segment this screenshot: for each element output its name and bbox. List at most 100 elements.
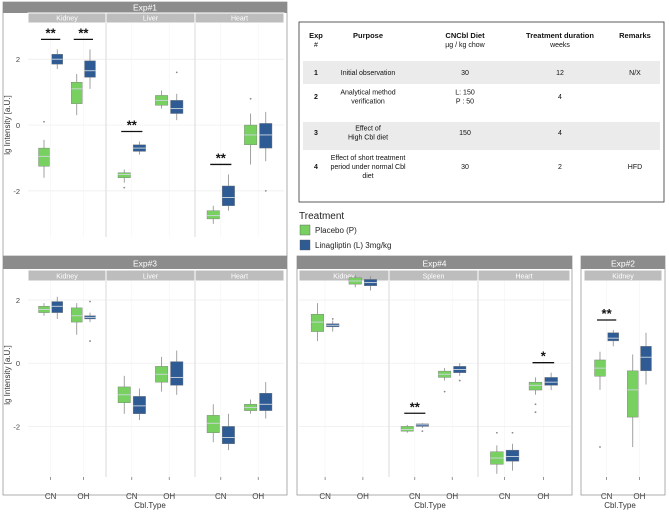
significance-label: ** — [216, 150, 227, 165]
significance-label: ** — [602, 306, 613, 321]
box-cn-linagliptin — [505, 431, 520, 471]
y-tick-label: 0 — [16, 121, 20, 130]
legend-swatch-placebo — [299, 224, 311, 236]
outlier-point — [495, 431, 498, 434]
panel-strip-label: Liver — [143, 16, 159, 23]
box-cn-linagliptin — [221, 413, 235, 451]
legend-label-linagliptin: Linagliptin (L) 3mg/kg — [315, 241, 391, 250]
box-cn-linagliptin — [132, 388, 146, 421]
table-cell: diet — [362, 173, 373, 180]
x-axis-label-exp4: Cbl.Type — [414, 501, 446, 510]
x-tick-label: CN — [45, 492, 57, 501]
chart-title: Exp#4 — [422, 259, 446, 269]
y-tick-label: -2 — [13, 422, 20, 431]
box-oh-placebo — [71, 74, 83, 116]
table-cell: HFD — [628, 164, 642, 171]
x-tick-label: OH — [163, 492, 175, 501]
table-cell: N/X — [629, 70, 641, 77]
table-header-cell: # — [314, 42, 318, 49]
chart-title: Exp#3 — [133, 259, 157, 269]
table-cell: P : 50 — [456, 99, 474, 106]
box-body — [259, 393, 273, 411]
box-oh-linagliptin — [364, 276, 378, 291]
y-tick-label: 2 — [16, 296, 20, 305]
box-oh-placebo — [244, 399, 258, 414]
x-tick-label: CN — [409, 492, 421, 501]
table-row-band-3 — [303, 122, 660, 150]
table-header-cell: µg / kg chow — [445, 42, 485, 49]
outlier-point — [331, 318, 334, 320]
box-oh-linagliptin — [259, 111, 273, 192]
box-body — [528, 381, 543, 391]
box-body — [221, 185, 235, 206]
table-header-cell: Purpose — [353, 31, 383, 40]
chart-exp3: Exp#3 2 0 -2 Kidney CN OH Liver CN OH Heart CN OH — [2, 255, 288, 501]
box-body — [51, 301, 63, 313]
chart-exp4: Exp#4 Kidney CN OH Spleen ** CN OH Heart * CN OH — [296, 255, 573, 501]
box-cn-linagliptin — [221, 174, 235, 211]
table-cell: 2 — [314, 94, 318, 101]
box-cn-linagliptin — [326, 318, 340, 332]
x-tick-label: OH — [537, 492, 549, 501]
box-oh-linagliptin — [259, 382, 273, 419]
panel-strip-label: Kidney — [612, 274, 634, 281]
table-header-cell: Remarks — [619, 31, 651, 40]
outlier-point — [264, 190, 267, 192]
box-cn-linagliptin — [607, 330, 619, 347]
outlier-point — [123, 186, 126, 189]
table-header-cell: Exp — [309, 31, 323, 40]
chart-title-strip — [581, 256, 665, 269]
box-body — [206, 415, 220, 433]
x-tick-label: CN — [601, 492, 613, 501]
table-cell: Effect of — [355, 126, 381, 133]
box-cn-placebo — [38, 303, 50, 316]
outlier-point — [89, 340, 91, 342]
box-oh-placebo — [71, 303, 83, 335]
legend-title: Treatment — [299, 211, 344, 222]
box-cn-placebo — [490, 431, 504, 474]
box-oh-linagliptin — [640, 332, 652, 385]
outlier-point — [534, 411, 537, 414]
outlier-point — [443, 390, 446, 393]
box-cn-placebo — [206, 205, 220, 224]
table-cell: 30 — [461, 70, 469, 77]
panel-strip — [194, 12, 285, 24]
chart-title: Exp#2 — [611, 259, 635, 269]
outlier-point — [534, 403, 537, 406]
x-tick-label: OH — [252, 492, 264, 501]
panel-heart: Heart CN OH — [194, 269, 285, 501]
panel-strip-label: Spleen — [423, 274, 445, 281]
box-oh-placebo — [155, 356, 169, 392]
x-tick-label: CN — [499, 492, 511, 501]
box-cn-placebo — [594, 351, 606, 448]
table-cell: 150 — [459, 130, 471, 137]
panel-kidney: Kidney ** CN OH — [583, 269, 663, 501]
chart-frame — [580, 255, 666, 496]
box-oh-placebo — [155, 90, 169, 109]
table-cell: period under normal Cbl — [330, 164, 406, 171]
box-cn-placebo — [117, 169, 131, 189]
y-tick-label: 0 — [16, 359, 20, 368]
chart-title: Exp#1 — [133, 3, 157, 13]
table-header-cell: Treatment duration — [526, 31, 594, 40]
panel-heart: Heart ** — [194, 12, 285, 237]
table-cell: 2 — [558, 164, 562, 171]
panel-strip-label: Heart — [515, 274, 532, 281]
box-body — [84, 60, 96, 78]
outlier-point — [511, 431, 514, 434]
table-cell: L: 150 — [455, 90, 475, 97]
legend: Treatment Placebo (P) Linagliptin (L) 3m… — [299, 211, 391, 251]
chart-frame — [2, 255, 288, 496]
box-cn-placebo — [38, 120, 50, 178]
box-body — [170, 361, 184, 386]
box-cn-placebo — [310, 303, 324, 342]
table-cell: Initial observation — [341, 70, 396, 77]
box-cn-linagliptin — [51, 49, 63, 70]
box-body — [544, 377, 558, 386]
outlier-point — [43, 120, 45, 123]
panel-strip-label: Heart — [231, 16, 248, 23]
panel-liver: Liver CN OH — [105, 269, 196, 501]
significance-label: ** — [46, 25, 57, 40]
